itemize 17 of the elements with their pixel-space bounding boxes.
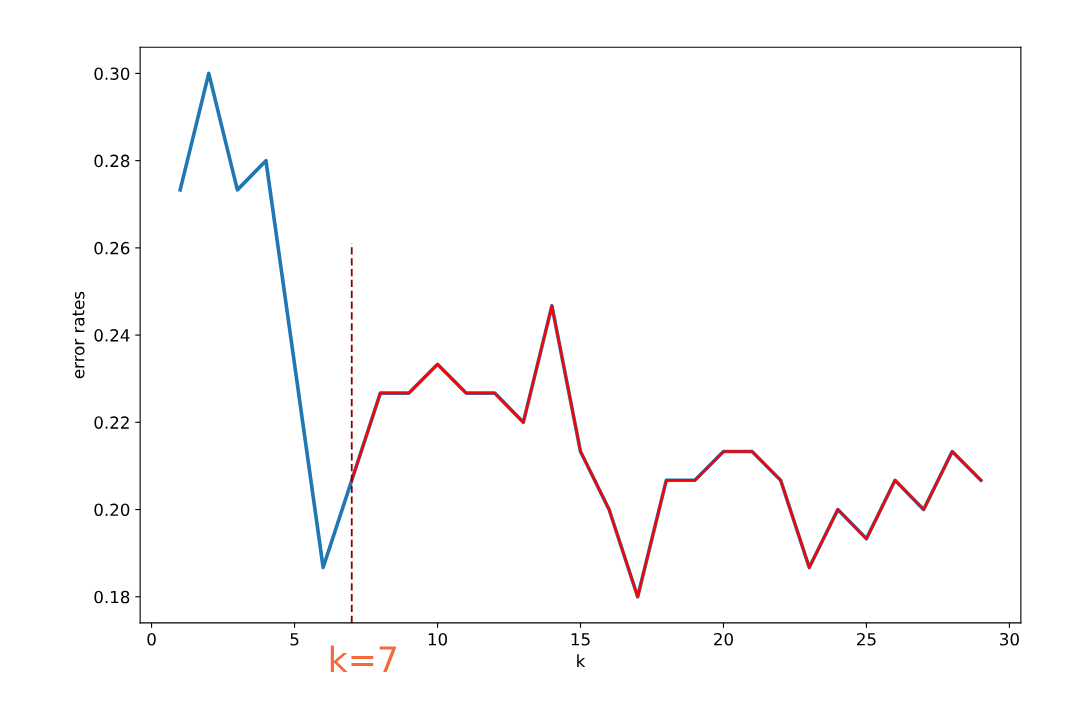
y-tick-label: 0.28 bbox=[94, 154, 130, 168]
y-tick-label: 0.20 bbox=[94, 503, 130, 517]
x-tick-label: 20 bbox=[714, 632, 733, 646]
x-tick-label: 25 bbox=[857, 632, 876, 646]
x-tick-label: 10 bbox=[428, 632, 448, 646]
y-tick-label: 0.30 bbox=[94, 67, 130, 80]
y-tick-label: 0.22 bbox=[94, 416, 129, 429]
y-axis-title: error rates bbox=[72, 291, 85, 379]
y-tick-label: 0.24 bbox=[94, 329, 130, 342]
x-tick-label: 0 bbox=[147, 632, 156, 646]
y-tick-label: 0.26 bbox=[94, 241, 130, 255]
x-tick-label: 30 bbox=[1000, 632, 1019, 646]
text: k=7 bbox=[330, 645, 396, 672]
x-tick-label: 15 bbox=[571, 633, 590, 646]
x-axis-title: k bbox=[577, 654, 586, 667]
y-tick-label: 0.18 bbox=[94, 590, 130, 604]
x-tick-label: 5 bbox=[290, 633, 299, 646]
